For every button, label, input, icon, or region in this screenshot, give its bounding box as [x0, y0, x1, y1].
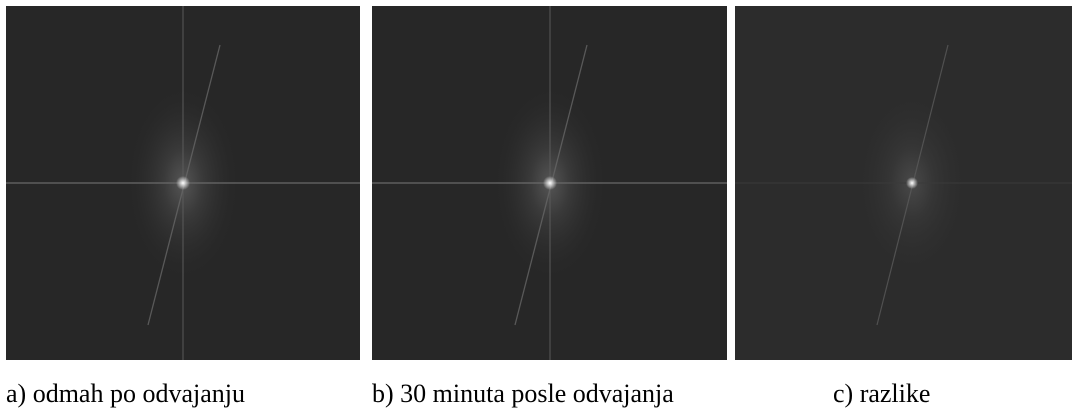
spectrum-image-a: [6, 6, 360, 360]
caption: c) razlike: [833, 379, 930, 408]
spectrum-image-c: [735, 6, 1072, 360]
spectrum-image-b: [372, 6, 727, 360]
caption: a) odmah po odvajanju: [6, 379, 245, 408]
caption: b) 30 minuta posle odvajanja: [372, 379, 674, 408]
